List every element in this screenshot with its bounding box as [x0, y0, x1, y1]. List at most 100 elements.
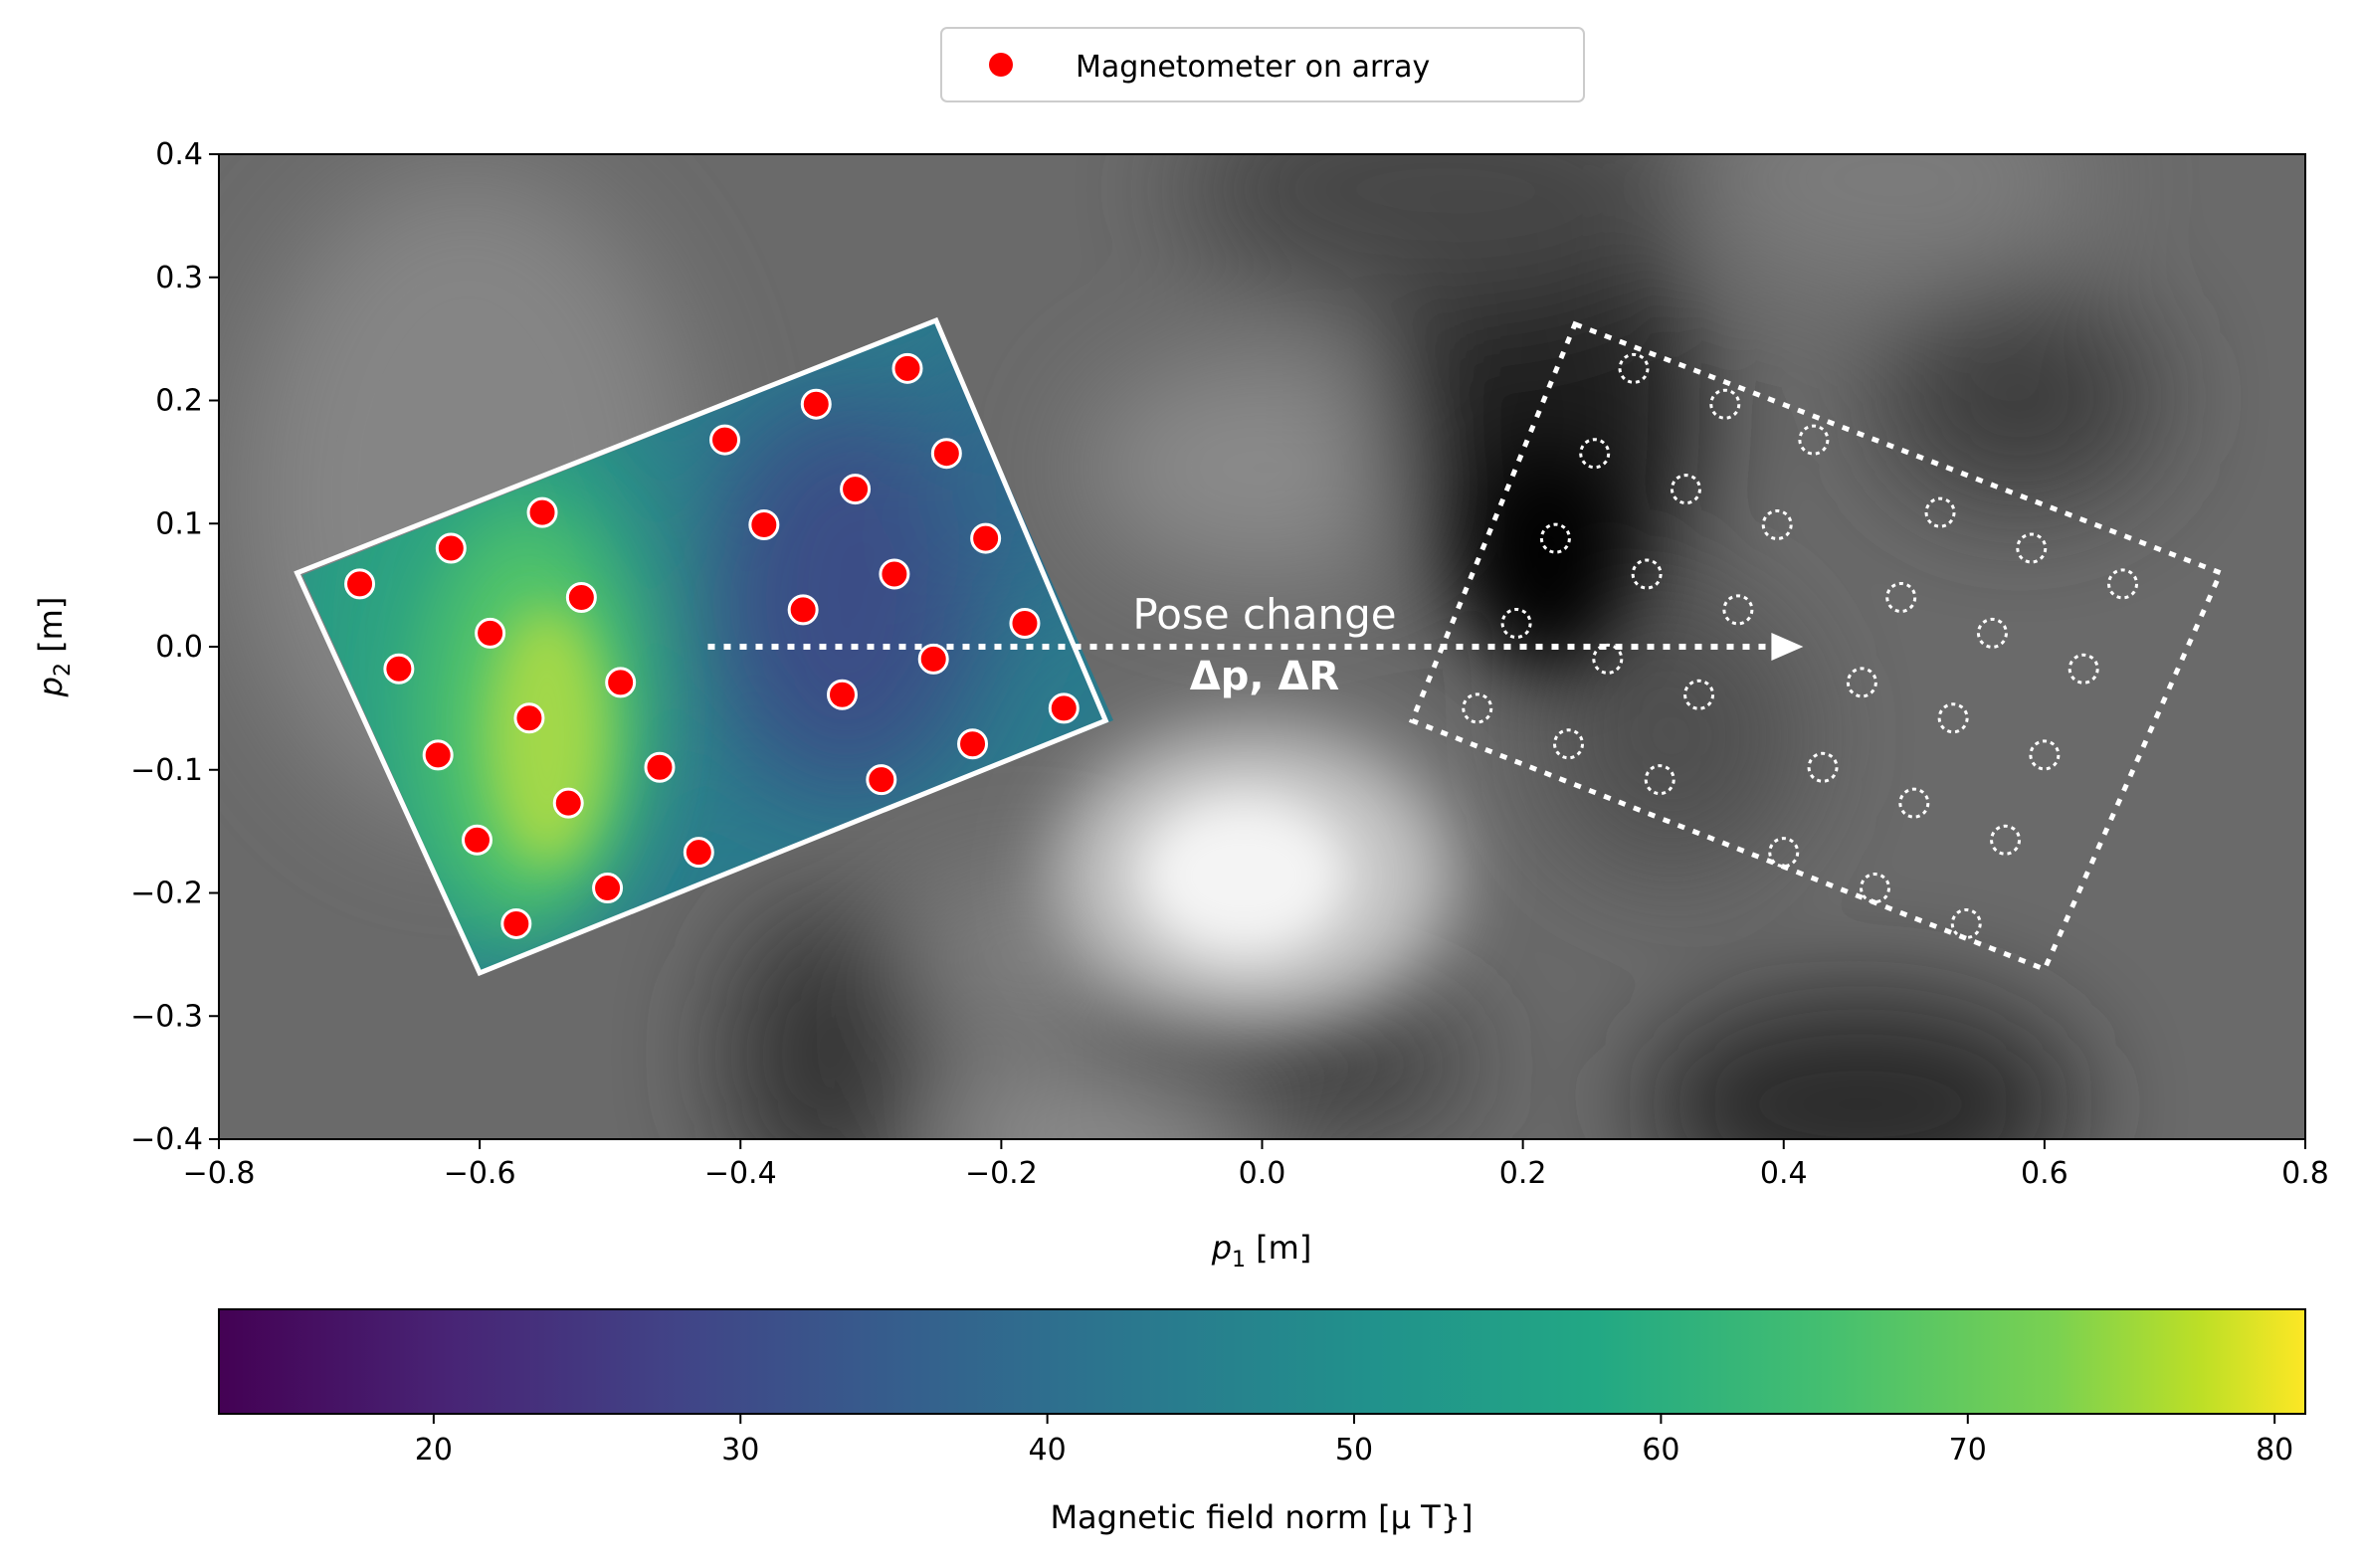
colorbar-tick-label: 70	[1949, 1433, 1987, 1468]
moved-magnetometer-20	[2068, 653, 2099, 685]
moved-magnetometer-2	[1798, 424, 1830, 456]
y-tick-label: 0.3	[155, 261, 203, 295]
moved-magnetometer-21	[1846, 667, 1877, 698]
magnetometer-point-6	[422, 739, 454, 771]
magnetometer-point-13	[592, 873, 624, 904]
magnetometer-point-19	[840, 474, 872, 505]
moved-magnetometer-0	[1618, 352, 1650, 384]
legend: Magnetometer on array	[940, 27, 1585, 102]
magnetometer-point-7	[513, 702, 545, 734]
magnetometer-point-14	[683, 837, 714, 869]
colorbar-tick-label: 50	[1335, 1433, 1373, 1468]
y-tick-label: 0.0	[155, 630, 203, 665]
moved-magnetometer-14	[1644, 764, 1675, 796]
magnetometer-point-9	[462, 824, 493, 856]
moved-array-outline	[1408, 320, 2225, 973]
moved-magnetometer-6	[1539, 522, 1571, 554]
moved-magnetometer-5	[1761, 508, 1793, 540]
moved-magnetometer-29	[1950, 907, 1982, 939]
magnetometer-point-27	[866, 764, 897, 796]
magnetometer-point-1	[435, 532, 467, 564]
magnetometer-point-15	[709, 424, 741, 456]
moved-magnetometer-17	[2107, 568, 2139, 600]
annotation-delta: Δp, ΔR	[1190, 654, 1339, 699]
y-tick-label: 0.4	[155, 137, 203, 172]
y-tick-label: −0.3	[130, 999, 203, 1034]
magnetometer-point-18	[748, 508, 780, 540]
moved-magnetometer-22	[1937, 702, 1969, 734]
legend-label: Magnetometer on array	[1076, 50, 1430, 85]
colorbar-gradient	[218, 1308, 2306, 1415]
moved-magnetometer-9	[1500, 607, 1532, 639]
legend-marker-icon	[989, 53, 1013, 77]
y-tick-label: −0.1	[130, 753, 203, 788]
moved-magnetometer-15	[1924, 496, 1956, 528]
magnetometer-point-20	[930, 438, 962, 470]
x-tick-label: 0.8	[2281, 1156, 2329, 1191]
moved-magnetometer-1	[1709, 388, 1741, 420]
array-outline	[294, 316, 1109, 977]
magnetometer-point-28	[957, 728, 989, 760]
colorbar-label: Magnetic field norm [μ T}]	[1050, 1498, 1473, 1536]
moved-magnetometer-25	[1898, 787, 1930, 819]
y-tick-label: −0.2	[130, 877, 203, 911]
x-tick-label: −0.6	[444, 1156, 516, 1191]
overlays	[294, 316, 2225, 977]
x-tick-label: 0.4	[1760, 1156, 1808, 1191]
arrow-head-icon	[1771, 633, 1804, 661]
magnetometer-point-3	[383, 653, 415, 685]
magnetometer-point-29	[1048, 692, 1080, 724]
moved-magnetometer-23	[2029, 739, 2061, 771]
x-tick-label: 0.0	[1239, 1156, 1286, 1191]
magnetometer-point-26	[1009, 607, 1041, 639]
magnetometer-point-0	[344, 568, 376, 600]
x-axis-title: p1 [m]	[1211, 1229, 1312, 1273]
moved-magnetometer-8	[1722, 594, 1754, 626]
magnetometer-markers	[344, 352, 1080, 939]
magnetometer-point-8	[605, 667, 637, 698]
moved-magnetometer-3	[1579, 438, 1611, 470]
magnetometer-point-2	[526, 496, 558, 528]
moved-magnetometer-24	[1807, 751, 1839, 783]
colorbar-tick-label: 60	[1642, 1433, 1679, 1468]
moved-magnetometer-26	[1990, 824, 2022, 856]
x-tick-label: 0.6	[2021, 1156, 2068, 1191]
y-tick-label: 0.2	[155, 384, 203, 419]
x-tick-label: 0.2	[1499, 1156, 1547, 1191]
magnetometer-point-17	[891, 352, 923, 384]
moved-magnetometer-12	[1462, 692, 1493, 724]
magnetometer-point-23	[970, 522, 1002, 554]
x-axis: −0.8 −0.6 −0.4 −0.2 0.0 0.2 0.4 0.6 0.8	[183, 1139, 2329, 1191]
x-tick-label: −0.8	[183, 1156, 256, 1191]
x-tick-label: −0.4	[704, 1156, 777, 1191]
moved-magnetometer-28	[1859, 873, 1890, 904]
colorbar-tick-label: 40	[1029, 1433, 1067, 1468]
moved-magnetometer-18	[1885, 582, 1917, 613]
y-tick-label: 0.1	[155, 506, 203, 541]
moved-magnetometer-19	[1976, 617, 2008, 649]
magnetometer-point-4	[475, 617, 506, 649]
moved-magnetometer-27	[1768, 837, 1800, 869]
moved-magnetometer-7	[1631, 558, 1663, 590]
colorbar-ticks: 20 30 40 50 60 70 80	[415, 1414, 2293, 1468]
colorbar: 20 30 40 50 60 70 80 Magnetic field norm [μ T}…	[218, 1308, 2306, 1536]
colorbar-tick-label: 30	[721, 1433, 759, 1468]
field-heatmap	[219, 154, 2305, 1139]
moved-magnetometer-11	[1683, 679, 1715, 710]
magnetometer-point-5	[565, 582, 597, 613]
magnetometer-point-16	[800, 388, 832, 420]
moved-magnetometer-16	[2016, 532, 2048, 564]
magnetometer-point-25	[917, 643, 949, 675]
y-axis-title: p2 [m]	[32, 597, 76, 698]
moved-magnetometer-13	[1552, 728, 1584, 760]
moved-magnetometer-10	[1592, 643, 1624, 675]
magnetometer-point-21	[787, 594, 819, 626]
colorbar-tick-label: 80	[2256, 1433, 2293, 1468]
colorbar-tick-label: 20	[415, 1433, 453, 1468]
annotation-pose-change: Pose change	[1132, 590, 1396, 639]
magnetometer-point-22	[879, 558, 910, 590]
y-axis: 0.4 0.3 0.2 0.1 0.0 −0.1 −0.2 −0.3 −0.4	[130, 137, 219, 1157]
moved-magnetometers	[1462, 352, 2139, 939]
y-tick-label: −0.4	[130, 1122, 203, 1157]
